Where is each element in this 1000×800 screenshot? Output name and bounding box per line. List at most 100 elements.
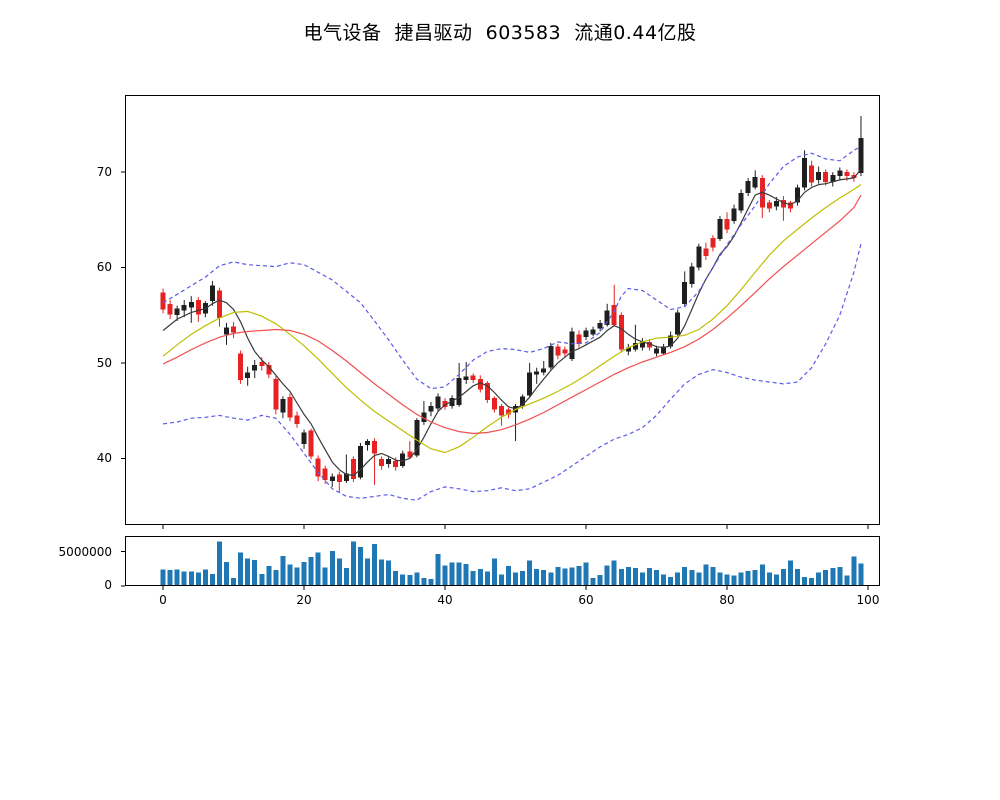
candle-body xyxy=(851,175,857,178)
candle-body xyxy=(322,468,328,481)
candle-body xyxy=(837,170,843,177)
volume-bar xyxy=(287,564,293,586)
candle-body xyxy=(661,346,667,354)
candle-body xyxy=(625,347,631,352)
candle-body xyxy=(717,218,723,239)
candle-body xyxy=(238,353,244,381)
candle-body xyxy=(365,441,371,445)
candle-body xyxy=(745,180,751,194)
candle-body xyxy=(280,399,286,413)
volume-bar xyxy=(752,570,758,586)
x-tick-40: 40 xyxy=(437,593,453,607)
volume-bar xyxy=(336,558,342,586)
volume-bar xyxy=(435,553,441,586)
volume-bar xyxy=(195,572,201,586)
candle-body xyxy=(675,312,681,335)
volume-bar xyxy=(386,560,392,586)
volume-bar xyxy=(379,559,385,586)
volume-bar xyxy=(710,566,716,586)
volume-bar xyxy=(675,572,681,586)
volume-bar xyxy=(463,564,469,586)
volume-bar xyxy=(766,572,772,586)
volume-bar xyxy=(280,555,286,586)
candle-body xyxy=(372,441,378,454)
volume-bar xyxy=(576,566,582,586)
candle-body xyxy=(632,342,638,350)
candle-body xyxy=(252,364,258,371)
volume-bar xyxy=(181,571,187,586)
volume-bar xyxy=(555,566,561,586)
volume-axes xyxy=(121,536,880,590)
candle-body xyxy=(343,473,349,482)
volume-bar xyxy=(343,568,349,586)
volume-bar xyxy=(259,573,265,586)
chart-title: 电气设备 捷昌驱动 603583 流通0.44亿股 xyxy=(303,22,697,44)
candle-body xyxy=(505,409,511,415)
candle-body xyxy=(456,378,462,405)
candle-body xyxy=(611,304,617,325)
candle-body xyxy=(393,461,399,467)
candle-body xyxy=(830,175,836,182)
volume-bar xyxy=(816,572,822,586)
volume-bar xyxy=(548,572,554,586)
volume-bar xyxy=(428,579,434,586)
candle-body xyxy=(710,238,716,248)
candle-body xyxy=(646,341,652,348)
price-tick-60: 60 xyxy=(96,260,112,274)
volume-bar xyxy=(357,546,363,586)
volume-bar xyxy=(449,562,455,586)
candle-body xyxy=(844,172,850,177)
volume-bar xyxy=(442,565,448,586)
volume-bar xyxy=(689,570,695,586)
candle-body xyxy=(259,361,265,366)
candle-body xyxy=(583,330,589,338)
candle-body xyxy=(703,248,709,257)
bollinger-lower-line xyxy=(163,243,862,501)
volume-bar xyxy=(745,570,751,586)
candle-body xyxy=(266,364,272,375)
candle-body xyxy=(576,334,582,344)
volume-bar xyxy=(583,562,589,586)
x-tick-0: 0 xyxy=(159,593,167,607)
candle-body xyxy=(449,398,455,406)
candle-body xyxy=(273,379,279,410)
candle-body xyxy=(802,157,808,188)
volume-bar xyxy=(682,566,688,586)
volume-bar xyxy=(618,569,624,586)
candle-body xyxy=(548,345,554,368)
candle-body xyxy=(858,137,864,174)
candle-body xyxy=(731,208,737,221)
volume-bar xyxy=(851,556,857,586)
candle-body xyxy=(315,458,321,477)
candle-body xyxy=(696,246,702,268)
candle-body xyxy=(590,329,596,335)
volume-bar xyxy=(844,575,850,586)
volume-bar xyxy=(365,558,371,586)
volume-tick-0: 0 xyxy=(104,578,112,592)
candle-body xyxy=(527,372,533,396)
volume-bar xyxy=(597,575,603,586)
axes-border xyxy=(125,536,880,586)
candle-body xyxy=(245,372,251,379)
volume-bar xyxy=(491,558,497,586)
x-tick-100: 100 xyxy=(856,593,880,607)
candle-body xyxy=(209,285,215,301)
volume-bar xyxy=(703,564,709,586)
volume-bar xyxy=(639,572,645,586)
candle-body xyxy=(816,172,822,180)
volume-bar xyxy=(724,574,730,586)
candle-body xyxy=(668,335,674,347)
candle-body xyxy=(541,368,547,373)
ma-mid-line xyxy=(162,184,862,454)
candle-body xyxy=(534,371,540,375)
bollinger-upper-line xyxy=(162,145,862,390)
volume-bar xyxy=(520,570,526,586)
x-tick-80: 80 xyxy=(719,593,735,607)
volume-bar xyxy=(534,569,540,586)
candle-body xyxy=(294,415,300,424)
volume-bar xyxy=(513,572,519,586)
volume-bar xyxy=(308,557,314,586)
candle-body xyxy=(224,327,230,335)
volume-bar xyxy=(738,572,744,586)
volume-bar xyxy=(668,577,674,586)
